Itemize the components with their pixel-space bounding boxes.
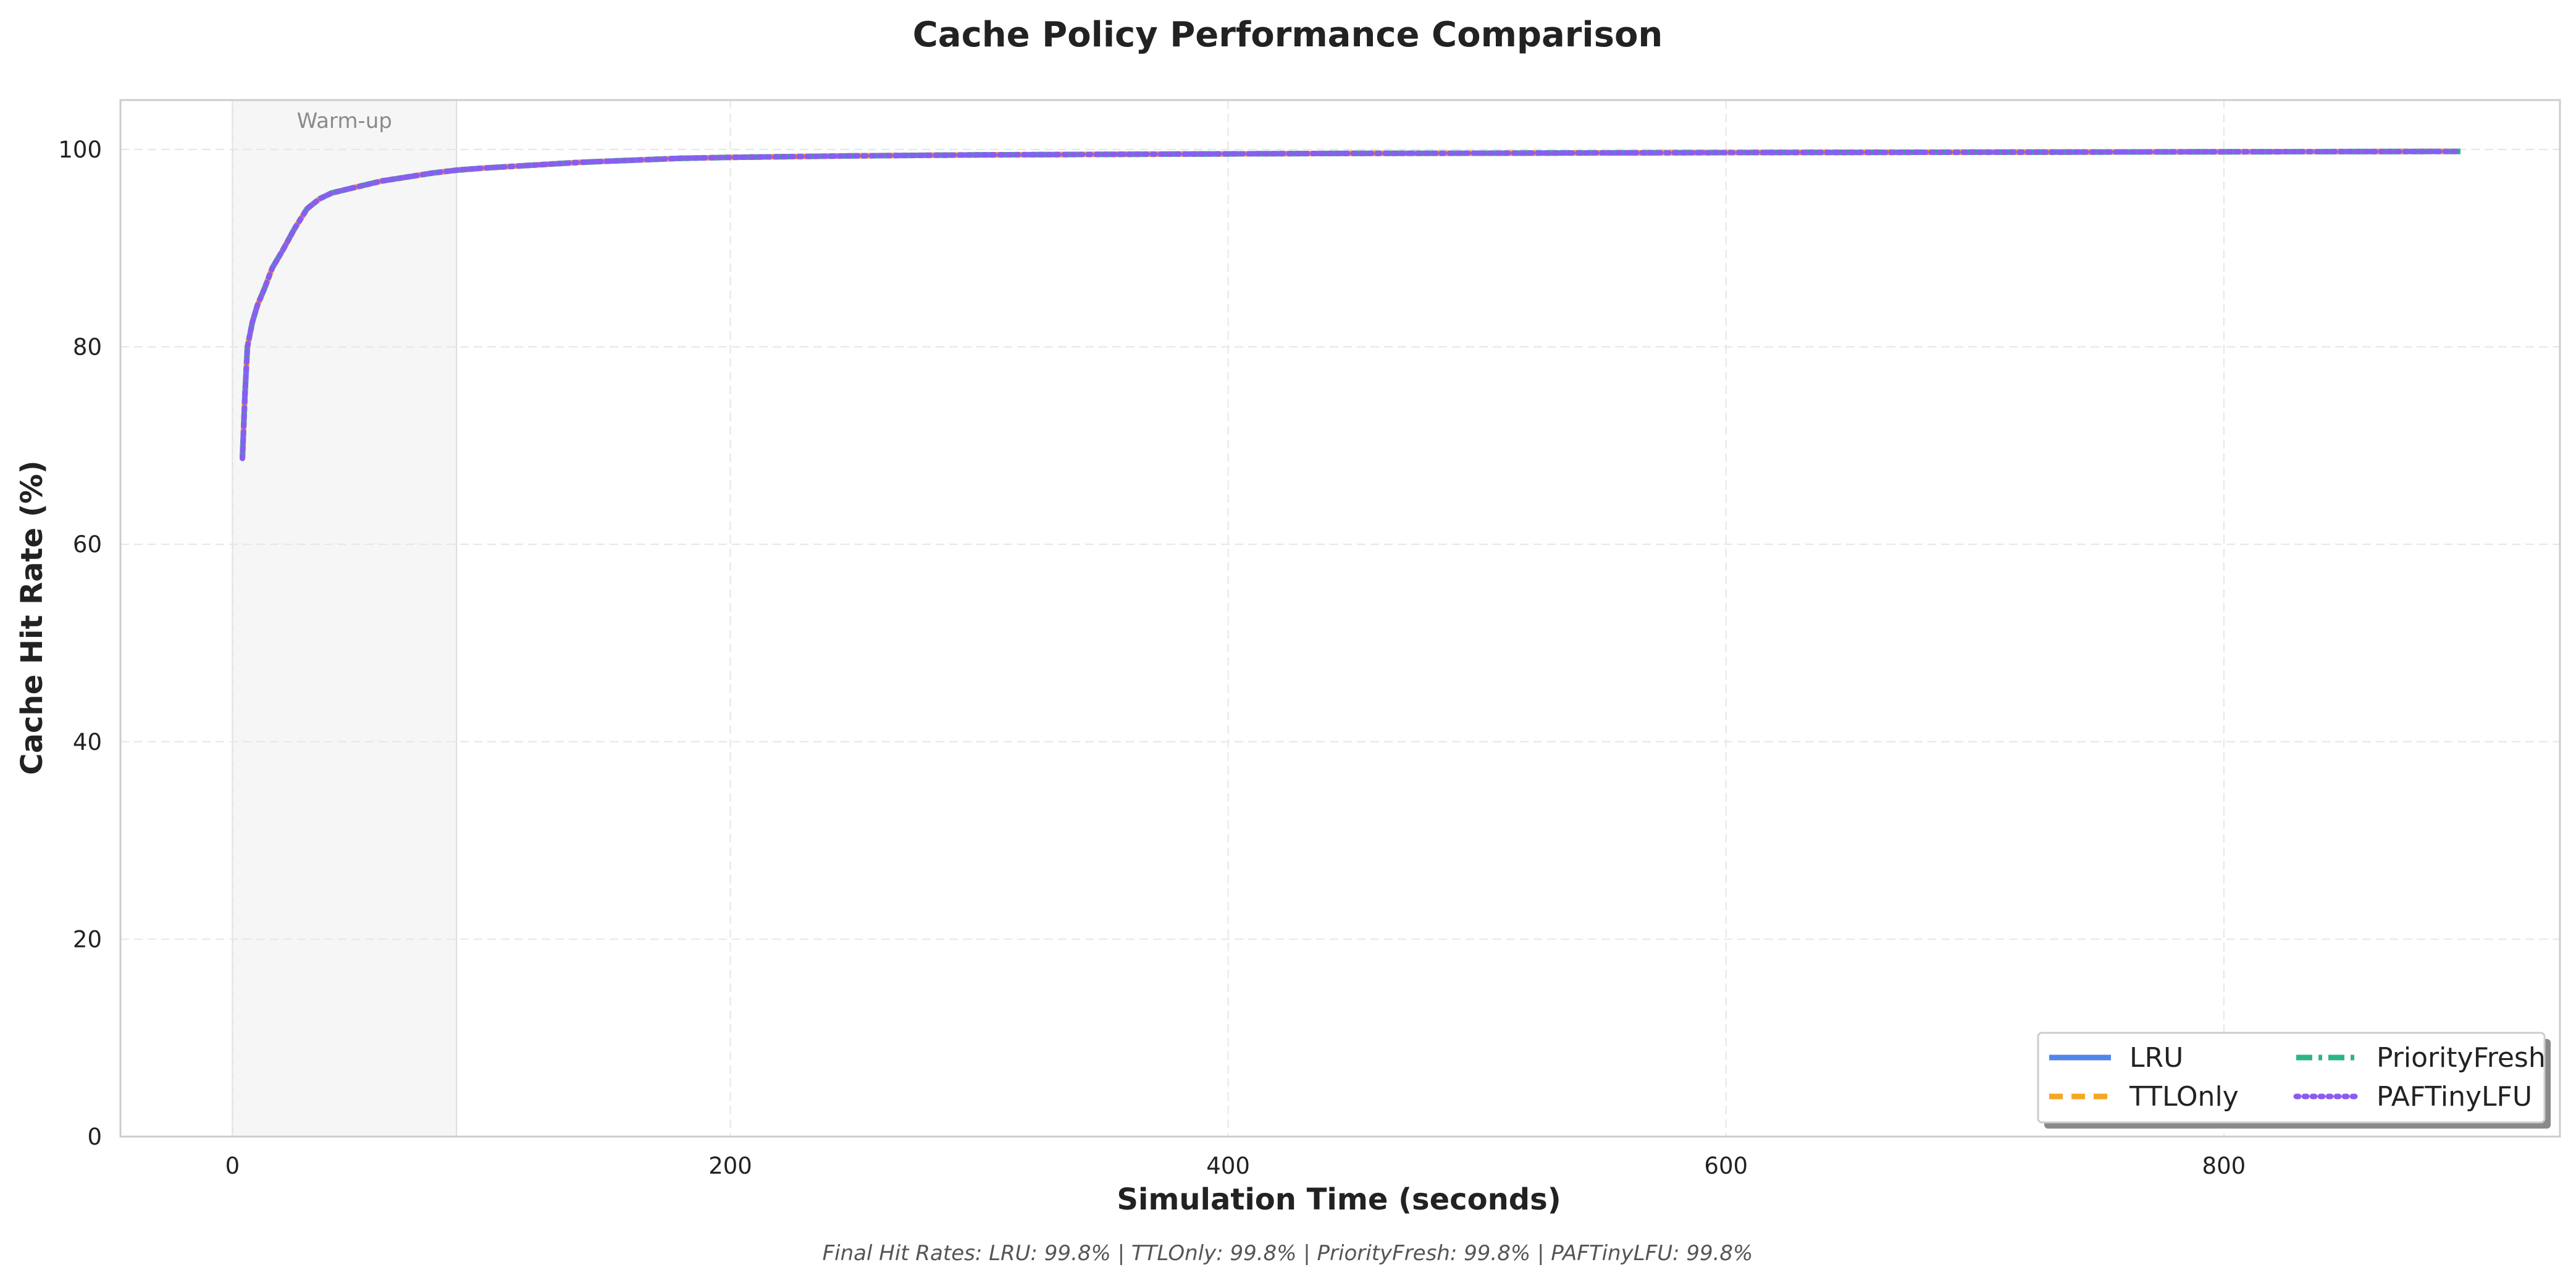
final-hit-rates-note: Final Hit Rates: LRU: 99.8% | TTLOnly: 9… [823, 1241, 1753, 1266]
legend-label-lru: LRU [2129, 1042, 2183, 1074]
legend-label-ttlonly: TTLOnly [2129, 1081, 2239, 1113]
warmup-region [232, 99, 458, 1137]
legend-label-paftinylfu: PAFTinyLFU [2377, 1081, 2532, 1113]
y-tick-label: 100 [58, 137, 102, 163]
legend-box [2037, 1032, 2546, 1124]
x-tick-labels: 0 200 400 600 800 [225, 1153, 2246, 1179]
y-tick-label: 20 [73, 926, 102, 953]
x-tick-label: 600 [1704, 1153, 1748, 1179]
plot-border [119, 99, 2561, 1138]
series-lines [240, 148, 2464, 461]
x-tick-label: 200 [708, 1153, 752, 1179]
plot-area [120, 100, 2560, 1137]
x-axis-label: Simulation Time (seconds) [1117, 1182, 1561, 1217]
warmup-label: Warm-up [297, 109, 392, 133]
y-axis-label: Cache Hit Rate (%) [15, 460, 49, 775]
x-tick-label: 400 [1206, 1153, 1250, 1179]
series-line-paftinylfu [240, 148, 2464, 461]
y-tick-label: 0 [87, 1124, 102, 1150]
legend: LRU TTLOnly PriorityFresh PAFTinyLFU [2037, 1032, 2551, 1129]
y-tick-labels: 0 20 40 60 80 100 [58, 137, 102, 1150]
legend-label-priorityfresh: PriorityFresh [2377, 1042, 2546, 1074]
x-tick-label: 0 [225, 1153, 240, 1179]
chart-title: Cache Policy Performance Comparison [913, 15, 1663, 55]
y-tick-label: 60 [73, 531, 102, 558]
y-tick-label: 40 [73, 729, 102, 755]
y-tick-label: 80 [73, 334, 102, 361]
x-tick-label: 800 [2202, 1153, 2246, 1179]
